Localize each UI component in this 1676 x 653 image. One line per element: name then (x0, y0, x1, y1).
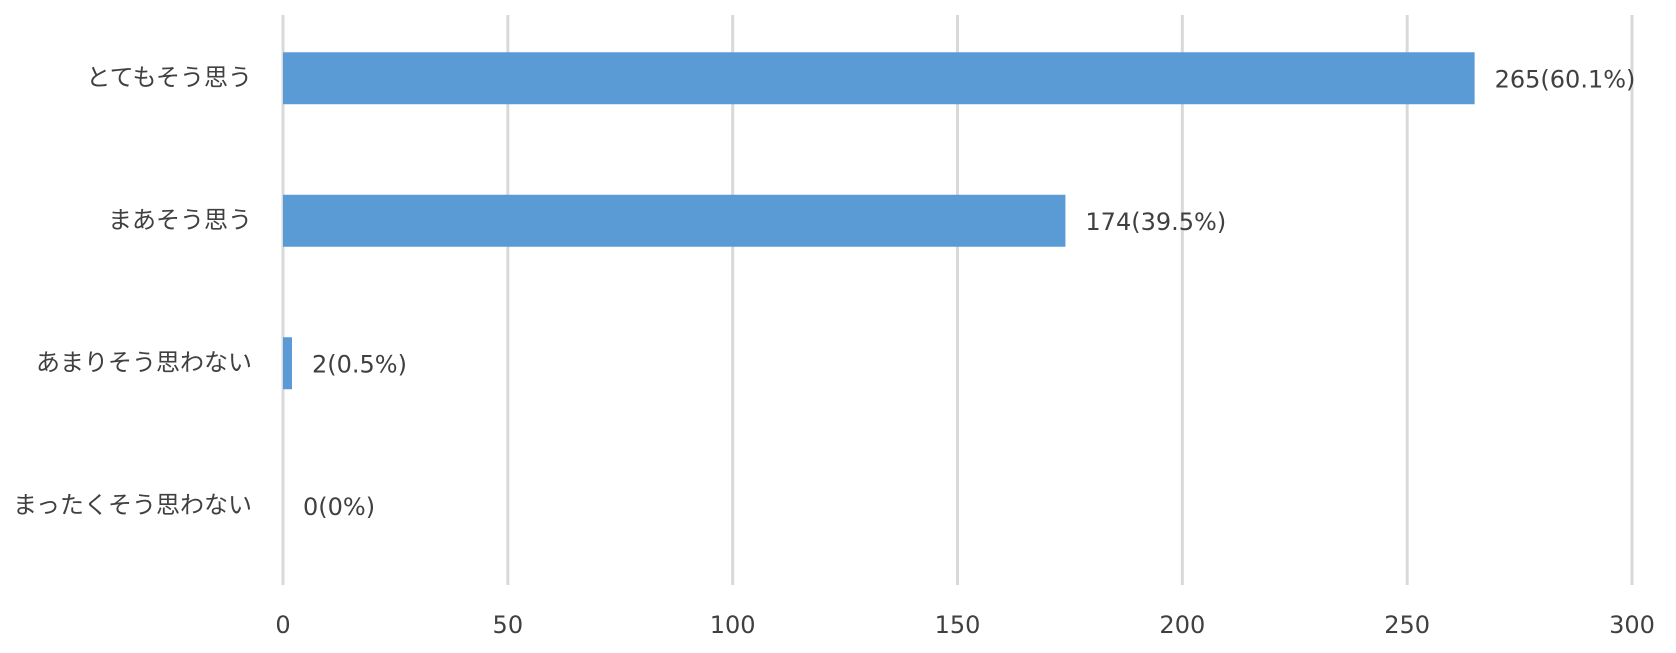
y-tick-label: とてもそう思う (86, 63, 252, 91)
data-label: 174(39.5%) (1085, 208, 1226, 236)
data-label: 0(0%) (303, 493, 375, 521)
x-tick-label: 0 (275, 611, 290, 639)
x-tick-label: 300 (1609, 611, 1655, 639)
y-tick-label: あまりそう思わない (36, 348, 252, 376)
bar (283, 52, 1475, 105)
data-label: 2(0.5%) (312, 350, 407, 378)
bar (283, 194, 1066, 247)
x-tick-label: 200 (1159, 611, 1205, 639)
bar (283, 337, 292, 390)
x-tick-label: 150 (935, 611, 981, 639)
x-tick-label: 50 (493, 611, 524, 639)
y-tick-label: まあそう思う (108, 206, 252, 234)
x-tick-label: 100 (710, 611, 756, 639)
x-tick-label: 250 (1384, 611, 1430, 639)
y-tick-label: まったくそう思わない (13, 491, 252, 519)
data-label: 265(60.1%) (1495, 65, 1636, 93)
